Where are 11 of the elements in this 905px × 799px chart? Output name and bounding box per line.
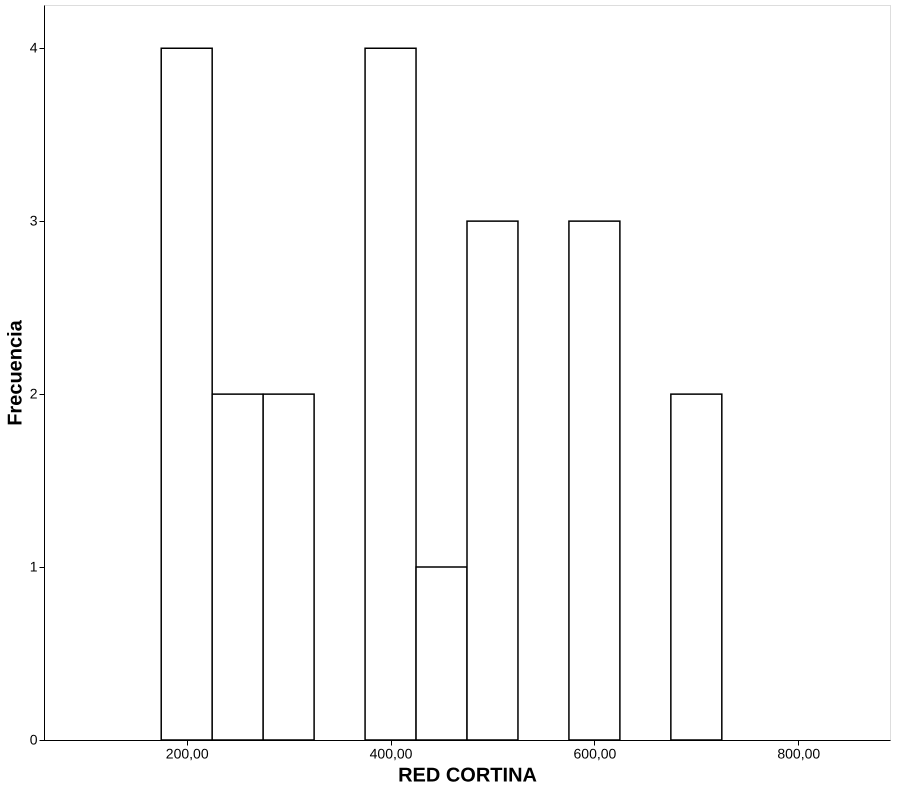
x-tick-label: 800,00 xyxy=(777,746,820,762)
y-axis-title: Frecuencia xyxy=(4,319,27,426)
x-tick-label: 200,00 xyxy=(166,746,209,762)
y-tick-label: 1 xyxy=(30,558,38,575)
y-tick-label: 0 xyxy=(30,732,38,748)
y-tick-label: 3 xyxy=(30,212,38,229)
y-tick-label: 2 xyxy=(30,386,38,402)
y-tick-label: 4 xyxy=(30,40,38,56)
x-tick-label: 600,00 xyxy=(573,746,617,762)
x-axis-title: RED CORTINA xyxy=(398,764,537,786)
x-tick-label: 400,00 xyxy=(370,746,413,762)
